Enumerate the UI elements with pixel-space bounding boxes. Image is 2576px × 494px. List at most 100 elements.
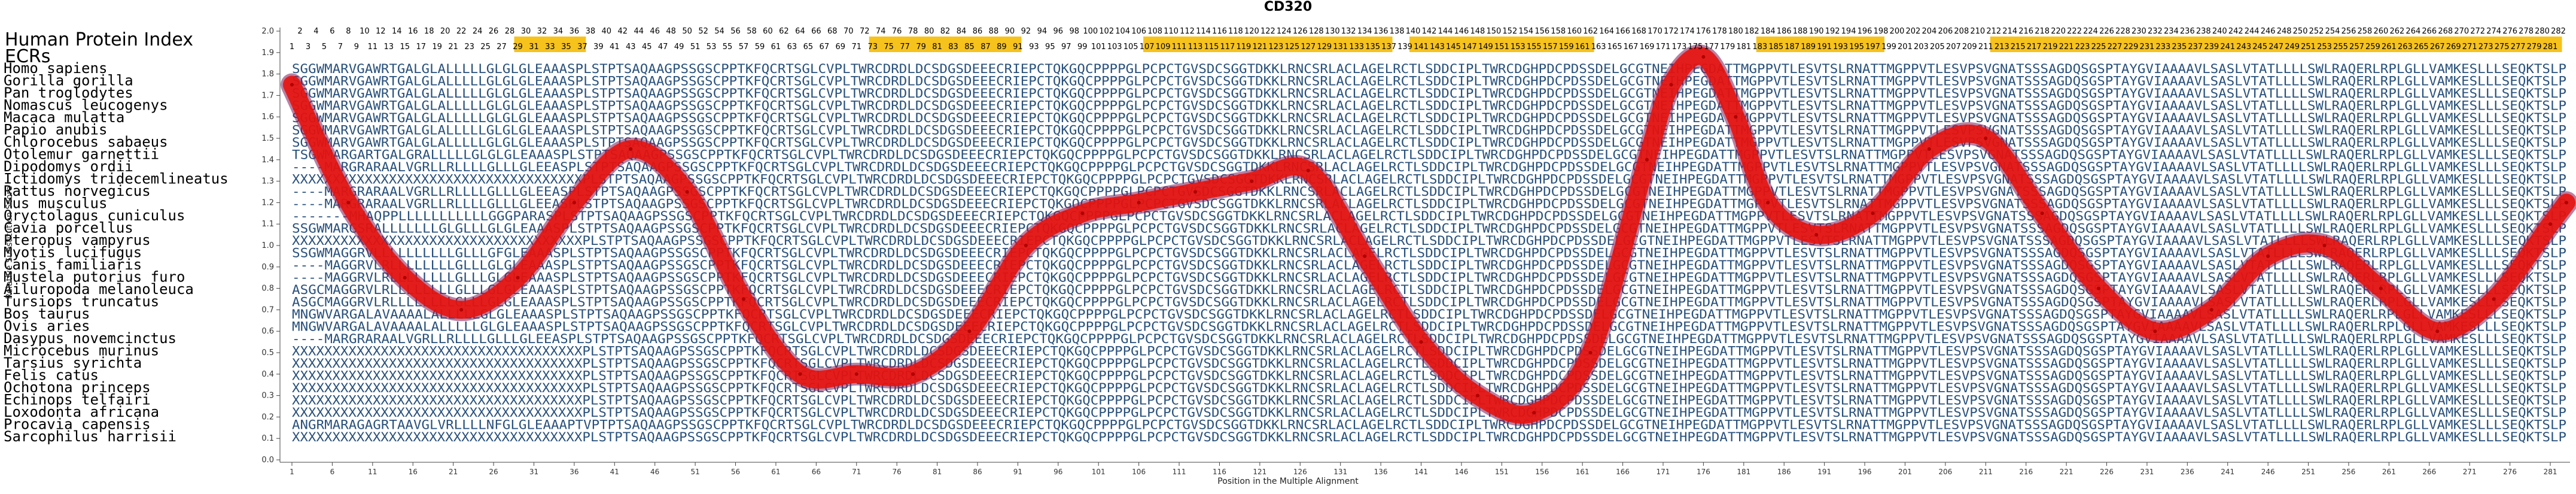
protein-index-top: 130: [1325, 27, 1340, 36]
x-tick-label: 16: [409, 468, 418, 476]
score-point: [1250, 179, 1254, 183]
protein-index-top: 246: [2261, 27, 2276, 36]
protein-index-bottom: 255: [2333, 43, 2348, 51]
protein-index-bottom: 155: [1527, 43, 1542, 51]
protein-index-top: 184: [1761, 27, 1776, 36]
protein-index-bottom: 73: [867, 43, 878, 51]
alignment-row: ----MARGRARAALVGRLLRLLLLGLLLGLEEASPLSTPT…: [292, 197, 2566, 211]
protein-index-bottom: 247: [2269, 43, 2283, 51]
protein-index-bottom: 27: [497, 43, 507, 51]
score-point: [1734, 115, 1738, 119]
x-tick-label: 176: [1697, 468, 1710, 476]
x-tick-label: 131: [1333, 468, 1347, 476]
protein-index-bottom: 167: [1624, 43, 1639, 51]
protein-index-top: 256: [2341, 27, 2356, 36]
protein-index-bottom: 279: [2527, 43, 2542, 51]
x-tick-label: 126: [1293, 468, 1307, 476]
protein-index-top: 90: [1005, 27, 1015, 36]
y-tick-label: 0.0: [261, 456, 274, 465]
species-label: Papio anubis: [4, 122, 107, 138]
score-point: [2379, 286, 2383, 290]
protein-index-bottom: 35: [561, 43, 571, 51]
protein-index-bottom: 87: [981, 43, 991, 51]
protein-index-top: 272: [2470, 27, 2485, 36]
protein-index-top: 138: [1390, 27, 1405, 36]
protein-index-top: 120: [1244, 27, 1259, 36]
protein-index-bottom: 197: [1865, 43, 1880, 51]
protein-index-bottom: 23: [464, 43, 474, 51]
protein-index-top: 200: [1890, 27, 1905, 36]
x-tick-label: 166: [1616, 468, 1630, 476]
y-tick-label: 1.3: [261, 177, 274, 186]
protein-index-top: 268: [2438, 27, 2453, 36]
protein-index-bottom: 169: [1640, 43, 1655, 51]
x-tick-label: 81: [933, 468, 942, 476]
protein-index-top: 32: [537, 27, 547, 36]
protein-index-bottom: 147: [1462, 43, 1477, 51]
protein-index-bottom: 263: [2398, 43, 2413, 51]
protein-index-top: 116: [1212, 27, 1227, 36]
protein-index-top: 276: [2502, 27, 2517, 36]
protein-index-bottom: 209: [1962, 43, 1977, 51]
x-tick-label: 111: [1173, 468, 1186, 476]
alignment-row: SGGWMARVGAWRTGALGLALLLLLGLGLGLEAAASPLSTP…: [292, 74, 2566, 89]
species-label: Gorilla gorilla: [4, 72, 133, 89]
protein-index-top: 176: [1696, 27, 1711, 36]
protein-index-top: 242: [2228, 27, 2243, 36]
ecr-label: ECRs: [5, 46, 50, 67]
score-point: [1306, 168, 1310, 172]
protein-index-top: 84: [957, 27, 967, 36]
x-tick-label: 266: [2422, 468, 2436, 476]
protein-index-top: 92: [1021, 27, 1031, 36]
x-tick-label: 71: [852, 468, 861, 476]
protein-index-bottom: 9: [354, 43, 359, 51]
protein-index-top: 48: [666, 27, 676, 36]
protein-index-bottom: 141: [1414, 43, 1429, 51]
species-label: Mustela putorius furo: [4, 269, 185, 286]
protein-index-bottom: 41: [610, 43, 620, 51]
protein-index-bottom: 25: [480, 43, 491, 51]
protein-index-top: 202: [1906, 27, 1921, 36]
protein-index-top: 218: [2035, 27, 2050, 36]
protein-index-bottom: 49: [674, 43, 684, 51]
score-point: [459, 308, 464, 312]
protein-index-bottom: 189: [1801, 43, 1816, 51]
x-tick-label: 256: [2342, 468, 2356, 476]
score-point: [1588, 351, 1593, 354]
x-tick-label: 36: [570, 468, 578, 476]
protein-index-bottom: 125: [1284, 43, 1299, 51]
protein-index-top: 252: [2309, 27, 2324, 36]
protein-index-bottom: 181: [1736, 43, 1751, 51]
alignment-row: XXXXXXXXXXXXXXXXXXXXXXXXXXXXXXXXXXXXPLST…: [292, 234, 2566, 248]
alignment-row: ----MAGGRVLRLLLLLLLLGLLLGLGLEAAASPLSTPTS…: [292, 271, 2566, 285]
protein-index-top: 40: [602, 27, 612, 36]
species-label: Cavia porcellus: [4, 220, 133, 237]
protein-index-bottom: 251: [2301, 43, 2316, 51]
species-label: Sarcophilus harrisii: [4, 428, 176, 445]
protein-index-bottom: 139: [1397, 43, 1412, 51]
alignment-row: SGGWMARVGAWRTGALGLALLLLLGLGLGLEAAASPLSTP…: [292, 62, 2566, 76]
protein-index-bottom: 95: [1045, 43, 1055, 51]
protein-index-bottom: 79: [916, 43, 926, 51]
protein-index-top: 152: [1502, 27, 1517, 36]
species-label: Microcebus murinus: [4, 343, 159, 359]
protein-index-bottom: 129: [1317, 43, 1332, 51]
x-tick-label: 96: [1053, 468, 1062, 476]
x-tick-label: 141: [1414, 468, 1428, 476]
alignment-row: XXXXXXXXXXXXXXXXXXXXXXXXXXXXXXXXXXXXPLST…: [292, 381, 2566, 395]
protein-index-bottom: 219: [2043, 43, 2058, 51]
x-tick-label: 251: [2301, 468, 2315, 476]
protein-index-bottom: 211: [1978, 43, 1993, 51]
protein-index-bottom: 89: [997, 43, 1007, 51]
protein-index-bottom: 157: [1543, 43, 1558, 51]
y-tick-label: 1.2: [261, 198, 274, 207]
protein-index-top: 94: [1037, 27, 1048, 36]
protein-index-bottom: 281: [2543, 43, 2558, 51]
protein-index-bottom: 261: [2382, 43, 2397, 51]
score-point: [1137, 201, 1141, 205]
protein-index-top: 188: [1793, 27, 1808, 36]
protein-index-bottom: 187: [1785, 43, 1799, 51]
protein-index-bottom: 199: [1881, 43, 1896, 51]
score-point: [1024, 244, 1028, 247]
alignment-row: SGGWMARVGAWRTGALGLALLLLLGLGLGLEAAASPLSTP…: [292, 135, 2566, 150]
